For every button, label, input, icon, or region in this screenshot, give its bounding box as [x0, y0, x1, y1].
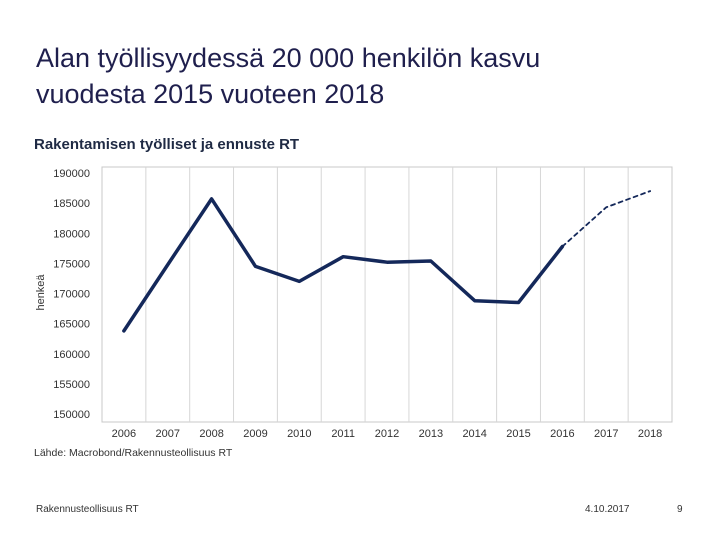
y-tick-label: 170000: [53, 289, 90, 301]
y-tick-label: 180000: [53, 228, 90, 240]
x-tick-label: 2011: [331, 428, 355, 440]
x-tick-label: 2007: [156, 428, 180, 440]
footer-date: 4.10.2017: [585, 504, 630, 515]
y-tick-label: 150000: [53, 409, 90, 421]
y-tick-label: 165000: [53, 319, 90, 331]
x-tick-label: 2014: [462, 428, 486, 440]
series-line-actual: [122, 197, 565, 333]
source-note: Lähde: Macrobond/Rakennusteollisuus RT: [34, 447, 233, 459]
y-tick-label: 185000: [53, 198, 90, 210]
slide-title-line-1: Alan työllisyydessä 20 000 henkilön kasv…: [36, 43, 541, 73]
footer-organization: Rakennusteollisuus RT: [36, 504, 139, 515]
y-tick-label: 175000: [53, 258, 90, 270]
slide-title: Alan työllisyydessä 20 000 henkilön kasv…: [36, 40, 676, 112]
x-tick-label: 2006: [112, 428, 136, 440]
series-line-forecast: [561, 190, 651, 248]
chart-title: Rakentamisen työlliset ja ennuste RT: [34, 136, 300, 153]
x-tick-label: 2018: [638, 428, 662, 440]
x-tick-label: 2017: [594, 428, 618, 440]
y-tick-label: 155000: [53, 379, 90, 391]
x-tick-label: 2013: [419, 428, 443, 440]
y-axis-label: henkeä: [35, 274, 47, 311]
x-tick-label: 2009: [243, 428, 267, 440]
x-tick-label: 2008: [199, 428, 223, 440]
y-tick-label: 160000: [53, 349, 90, 361]
x-tick-label: 2012: [375, 428, 399, 440]
x-tick-label: 2010: [287, 428, 311, 440]
x-tick-label: 2015: [506, 428, 530, 440]
page-number: 9: [677, 504, 683, 515]
plot-frame: [101, 166, 673, 423]
x-tick-label: 2016: [550, 428, 574, 440]
slide-title-line-2: vuodesta 2015 vuoteen 2018: [36, 79, 385, 109]
y-tick-label: 190000: [53, 168, 90, 180]
